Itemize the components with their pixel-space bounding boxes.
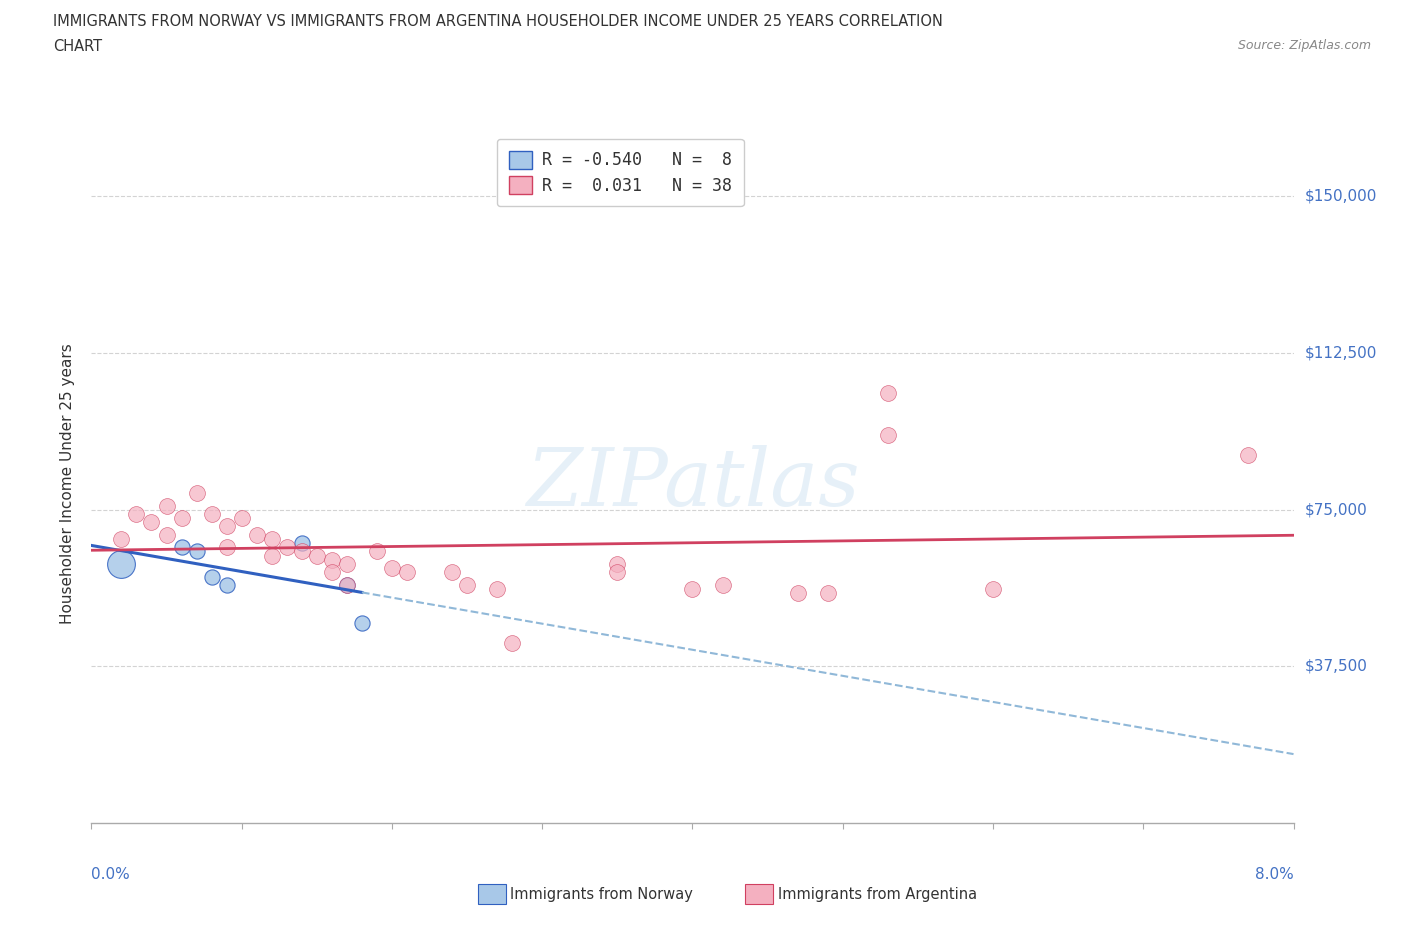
Text: ZIPatlas: ZIPatlas	[526, 445, 859, 523]
Point	[486, 581, 509, 596]
Point	[260, 548, 283, 563]
Legend: R = -0.540   N =  8, R =  0.031   N = 38: R = -0.540 N = 8, R = 0.031 N = 38	[496, 139, 744, 206]
Point	[110, 532, 132, 547]
Point	[170, 540, 193, 555]
Point	[786, 586, 808, 601]
Point	[1237, 448, 1260, 463]
Point	[110, 556, 132, 571]
Point	[876, 385, 898, 400]
Point	[321, 552, 343, 567]
Text: Immigrants from Norway: Immigrants from Norway	[510, 887, 693, 902]
Text: Source: ZipAtlas.com: Source: ZipAtlas.com	[1237, 39, 1371, 52]
Text: 0.0%: 0.0%	[91, 867, 131, 883]
Point	[366, 544, 388, 559]
Point	[215, 578, 238, 592]
Point	[231, 511, 253, 525]
Point	[440, 565, 463, 579]
Point	[215, 540, 238, 555]
Text: $150,000: $150,000	[1305, 189, 1376, 204]
Point	[141, 515, 163, 530]
Point	[981, 581, 1004, 596]
Point	[246, 527, 269, 542]
Point	[186, 485, 208, 500]
Point	[817, 586, 839, 601]
Point	[395, 565, 418, 579]
Point	[276, 540, 298, 555]
Point	[186, 544, 208, 559]
Point	[501, 636, 523, 651]
Point	[350, 615, 373, 630]
Point	[336, 578, 359, 592]
Point	[125, 507, 148, 522]
Point	[215, 519, 238, 534]
Point	[305, 548, 328, 563]
Point	[155, 527, 177, 542]
Point	[155, 498, 177, 513]
Point	[336, 556, 359, 571]
Text: 8.0%: 8.0%	[1254, 867, 1294, 883]
Point	[321, 565, 343, 579]
Point	[606, 565, 628, 579]
Text: IMMIGRANTS FROM NORWAY VS IMMIGRANTS FROM ARGENTINA HOUSEHOLDER INCOME UNDER 25 : IMMIGRANTS FROM NORWAY VS IMMIGRANTS FRO…	[53, 14, 943, 29]
Point	[291, 536, 314, 551]
Text: $112,500: $112,500	[1305, 346, 1376, 361]
Point	[336, 578, 359, 592]
Point	[170, 511, 193, 525]
Point	[201, 507, 224, 522]
Point	[201, 569, 224, 584]
Y-axis label: Householder Income Under 25 years: Householder Income Under 25 years	[60, 343, 76, 624]
Text: CHART: CHART	[53, 39, 103, 54]
Point	[260, 532, 283, 547]
Point	[291, 544, 314, 559]
Point	[381, 561, 404, 576]
Point	[681, 581, 703, 596]
Point	[711, 578, 734, 592]
Text: Immigrants from Argentina: Immigrants from Argentina	[778, 887, 977, 902]
Point	[876, 427, 898, 442]
Point	[606, 556, 628, 571]
Text: $37,500: $37,500	[1305, 658, 1368, 674]
Point	[456, 578, 478, 592]
Text: $75,000: $75,000	[1305, 502, 1368, 517]
